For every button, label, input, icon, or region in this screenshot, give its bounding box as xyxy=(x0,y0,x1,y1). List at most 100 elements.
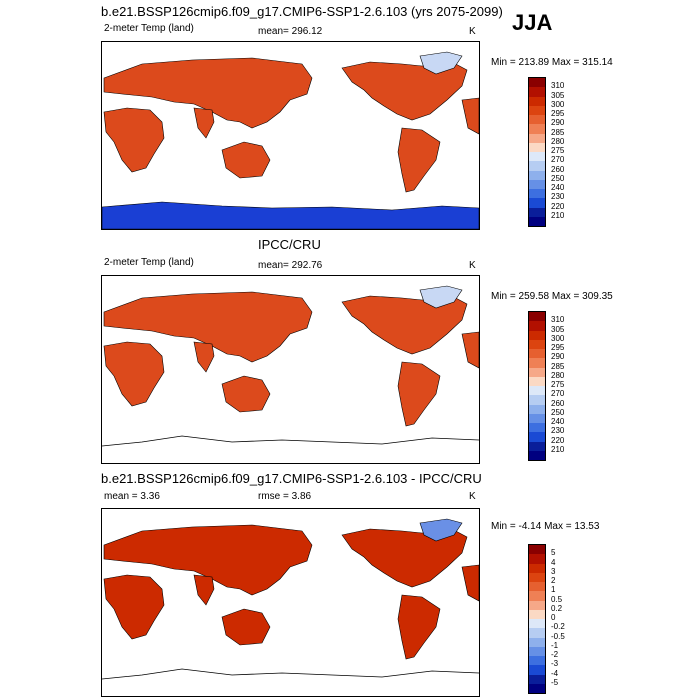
colorbar-cell xyxy=(529,619,545,629)
colorbar-tick-label: 295 xyxy=(551,109,565,118)
colorbar-cell xyxy=(529,321,545,331)
land-eurasia xyxy=(103,524,313,596)
colorbar-cell xyxy=(529,349,545,359)
colorbar-tick-label: 230 xyxy=(551,426,565,436)
colorbar-tick-label: 285 xyxy=(551,127,565,137)
panel-3-rmse: rmse = 3.86 xyxy=(258,491,312,502)
colorbar-tick-label: -0.5 xyxy=(551,631,565,641)
colorbar-tick-label: 275 xyxy=(551,146,565,155)
colorbar-tick-label: -1 xyxy=(551,640,559,650)
panel-1-variable: 2-meter Temp (land) xyxy=(104,23,194,34)
panel-3-map-plot xyxy=(102,518,479,680)
land-west-africa xyxy=(461,564,479,602)
panel-2-minmax: Min = 259.58 Max = 309.35 xyxy=(491,291,613,302)
colorbar-cell xyxy=(529,591,545,601)
colorbar-cell xyxy=(529,628,545,638)
land-south-america xyxy=(397,127,441,193)
colorbar-tick-label: 280 xyxy=(551,370,565,380)
colorbar-cell xyxy=(529,563,545,573)
colorbar-cell xyxy=(529,115,545,125)
colorbar-tick-label: 260 xyxy=(551,164,565,174)
colorbar-tick-label: 300 xyxy=(551,99,565,109)
colorbar-tick-label: -4 xyxy=(551,668,559,678)
colorbar-cell xyxy=(529,87,545,97)
land-antarctica xyxy=(102,201,479,229)
colorbar-tick-label: 0.5 xyxy=(551,594,563,604)
colorbar-cell xyxy=(529,216,545,226)
land-south-america xyxy=(397,361,441,427)
colorbar-tick-label: 220 xyxy=(551,201,565,211)
panel-3-colorbar xyxy=(528,544,546,694)
colorbar-cell xyxy=(529,545,545,555)
colorbar-cell xyxy=(529,312,545,322)
colorbar-cell xyxy=(529,432,545,442)
colorbar-tick-label: 5 xyxy=(551,548,556,558)
colorbar-cell xyxy=(529,198,545,208)
panel-1-units: K xyxy=(469,26,476,37)
land-north-america xyxy=(341,295,468,355)
colorbar-cell xyxy=(529,78,545,88)
colorbar-cell xyxy=(529,124,545,134)
colorbar-cell xyxy=(529,142,545,152)
colorbar-cell xyxy=(529,330,545,340)
panel-3-title: b.e21.BSSP126cmip6.f09_g17.CMIP6-SSP1-2.… xyxy=(101,471,482,486)
colorbar-tick-label: 250 xyxy=(551,407,565,417)
colorbar-tick-label: 305 xyxy=(551,324,565,334)
colorbar-tick-label: 3 xyxy=(551,566,556,576)
colorbar-tick-label: 285 xyxy=(551,361,565,371)
panel-2-map xyxy=(101,275,480,464)
colorbar-cell xyxy=(529,395,545,405)
panel-2-colorbar xyxy=(528,311,546,461)
season-label: JJA xyxy=(512,10,553,35)
colorbar-tick-label: 290 xyxy=(551,118,565,128)
colorbar-cell xyxy=(529,189,545,199)
colorbar-tick-label: 260 xyxy=(551,398,565,408)
colorbar-tick-label: 0 xyxy=(551,613,556,622)
panel-3-mean: mean = 3.36 xyxy=(104,491,160,502)
panel-1-mean: mean= 296.12 xyxy=(258,26,323,37)
main-title: b.e21.BSSP126cmip6.f09_g17.CMIP6-SSP1-2.… xyxy=(101,4,503,19)
colorbar-tick-label: 270 xyxy=(551,389,565,399)
land-eurasia xyxy=(103,57,313,129)
colorbar-cell xyxy=(529,161,545,171)
colorbar-cell xyxy=(529,413,545,423)
colorbar-tick-label: 240 xyxy=(551,417,565,426)
colorbar-tick-label: 295 xyxy=(551,343,565,352)
land-antarctica xyxy=(102,435,479,447)
colorbar-tick-label: -5 xyxy=(551,677,559,687)
colorbar-cell xyxy=(529,637,545,647)
panel-2-map-plot xyxy=(102,285,479,447)
land-australia xyxy=(221,141,271,179)
colorbar-cell xyxy=(529,386,545,396)
land-india xyxy=(193,107,215,139)
land-west-africa xyxy=(461,331,479,369)
land-greenland xyxy=(419,285,463,309)
colorbar-cell xyxy=(529,582,545,592)
colorbar-cell xyxy=(529,358,545,368)
colorbar-tick-label: -2 xyxy=(551,650,559,659)
colorbar-cell xyxy=(529,133,545,143)
colorbar-cell xyxy=(529,450,545,460)
colorbar-cell xyxy=(529,376,545,386)
colorbar-tick-label: 210 xyxy=(551,210,565,220)
colorbar-cell xyxy=(529,170,545,180)
panel-3-map xyxy=(101,508,480,697)
land-india xyxy=(193,341,215,373)
colorbar-cell xyxy=(529,441,545,451)
panel-2-title: IPCC/CRU xyxy=(258,237,321,252)
panel-2-mean: mean= 292.76 xyxy=(258,260,323,271)
colorbar-cell xyxy=(529,665,545,675)
land-greenland xyxy=(419,518,463,542)
colorbar-cell xyxy=(529,572,545,582)
colorbar-tick-label: 250 xyxy=(551,173,565,183)
land-australia xyxy=(221,375,271,413)
land-africa xyxy=(103,107,165,173)
colorbar-tick-label: 210 xyxy=(551,444,565,454)
colorbar-cell xyxy=(529,207,545,217)
land-australia xyxy=(221,608,271,646)
land-india xyxy=(193,574,215,606)
colorbar-cell xyxy=(529,179,545,189)
colorbar-tick-label: 240 xyxy=(551,183,565,192)
panel-2-units: K xyxy=(469,260,476,271)
land-greenland xyxy=(419,51,463,75)
